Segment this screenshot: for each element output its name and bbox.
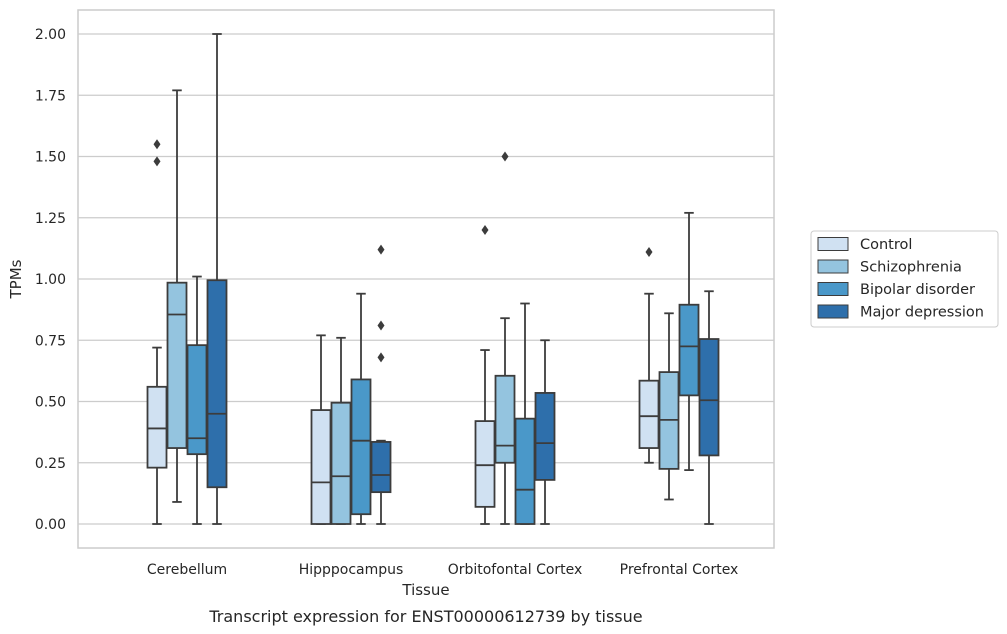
legend-swatch	[817, 259, 849, 274]
outlier-point	[377, 320, 385, 331]
box	[330, 336, 352, 525]
legend-label: Major depression	[860, 305, 984, 321]
chart-caption: Transcript expression for ENST0000061273…	[208, 607, 642, 626]
box	[494, 151, 516, 525]
box	[474, 225, 496, 525]
outlier-point	[481, 225, 489, 235]
box	[638, 247, 660, 464]
x-tick-labels: Cerebellum Hipppocampus Orbitofontal Corte…	[147, 562, 738, 578]
box-body	[146, 385, 168, 469]
y-tick-label: 1.00	[35, 272, 66, 288]
outlier-point	[153, 139, 161, 150]
legend-swatch	[817, 304, 849, 319]
legend-label: Schizophrenia	[860, 260, 962, 276]
box-body	[534, 392, 556, 481]
x-tick-label: Hipppocampus	[299, 562, 404, 578]
y-tick-label: 1.50	[35, 150, 66, 166]
box	[310, 334, 332, 525]
box-body	[206, 279, 228, 489]
legend-frame	[810, 230, 999, 328]
box-body	[310, 409, 332, 525]
y-tick-labels: 0.00 0.25 0.50 0.75 1.00 1.25 1.50 1.75 2.00	[35, 27, 66, 533]
box	[350, 292, 372, 525]
box-body	[474, 420, 496, 508]
series-major-depression	[206, 33, 720, 525]
box-body	[186, 344, 208, 456]
y-tick-label: 2.00	[35, 27, 66, 43]
box	[206, 33, 228, 525]
y-tick-label: 0.50	[35, 395, 66, 411]
legend-label: Bipolar disorder	[860, 282, 975, 298]
series-control	[146, 139, 660, 525]
outlier-point	[501, 151, 509, 162]
x-tick-label: Prefrontal Cortex	[620, 562, 739, 578]
outlier-point	[153, 156, 161, 167]
series-bipolar-disorder	[186, 211, 700, 525]
legend-swatch	[817, 237, 849, 251]
box	[698, 290, 720, 525]
x-tick-label: Orbitofontal Cortex	[448, 562, 583, 578]
box	[166, 89, 188, 503]
outlier-point	[645, 247, 653, 258]
y-tick-label: 0.75	[35, 333, 66, 349]
x-axis-label: Tissue	[401, 581, 449, 599]
box	[370, 244, 392, 525]
box-body	[678, 303, 700, 397]
box-body	[166, 281, 188, 449]
box-body	[698, 338, 720, 457]
y-tick-label: 0.25	[35, 456, 66, 472]
y-tick-label: 1.75	[35, 88, 66, 104]
y-axis-label: TPMs	[7, 259, 25, 299]
box-series	[146, 33, 720, 525]
legend: Control Schizophrenia Bipolar disorder Majo…	[810, 230, 999, 328]
plot-frame	[77, 9, 775, 549]
box-body	[514, 417, 536, 525]
series-schizophrenia	[166, 89, 680, 525]
box	[186, 275, 208, 525]
outlier-point	[377, 352, 385, 363]
box	[146, 139, 168, 525]
box	[514, 302, 536, 525]
box-body	[330, 401, 352, 525]
box-body	[494, 374, 516, 464]
box	[678, 211, 700, 472]
legend-label: Control	[860, 237, 912, 253]
box	[658, 312, 680, 501]
box-body	[350, 378, 372, 516]
box-body	[638, 379, 660, 449]
y-tick-label: 1.25	[35, 211, 66, 227]
legend-swatch	[817, 282, 849, 296]
outlier-point	[377, 244, 385, 255]
box-body	[370, 441, 392, 494]
y-tick-label: 0.00	[35, 517, 66, 533]
box	[534, 339, 556, 525]
x-tick-label: Cerebellum	[147, 562, 227, 578]
